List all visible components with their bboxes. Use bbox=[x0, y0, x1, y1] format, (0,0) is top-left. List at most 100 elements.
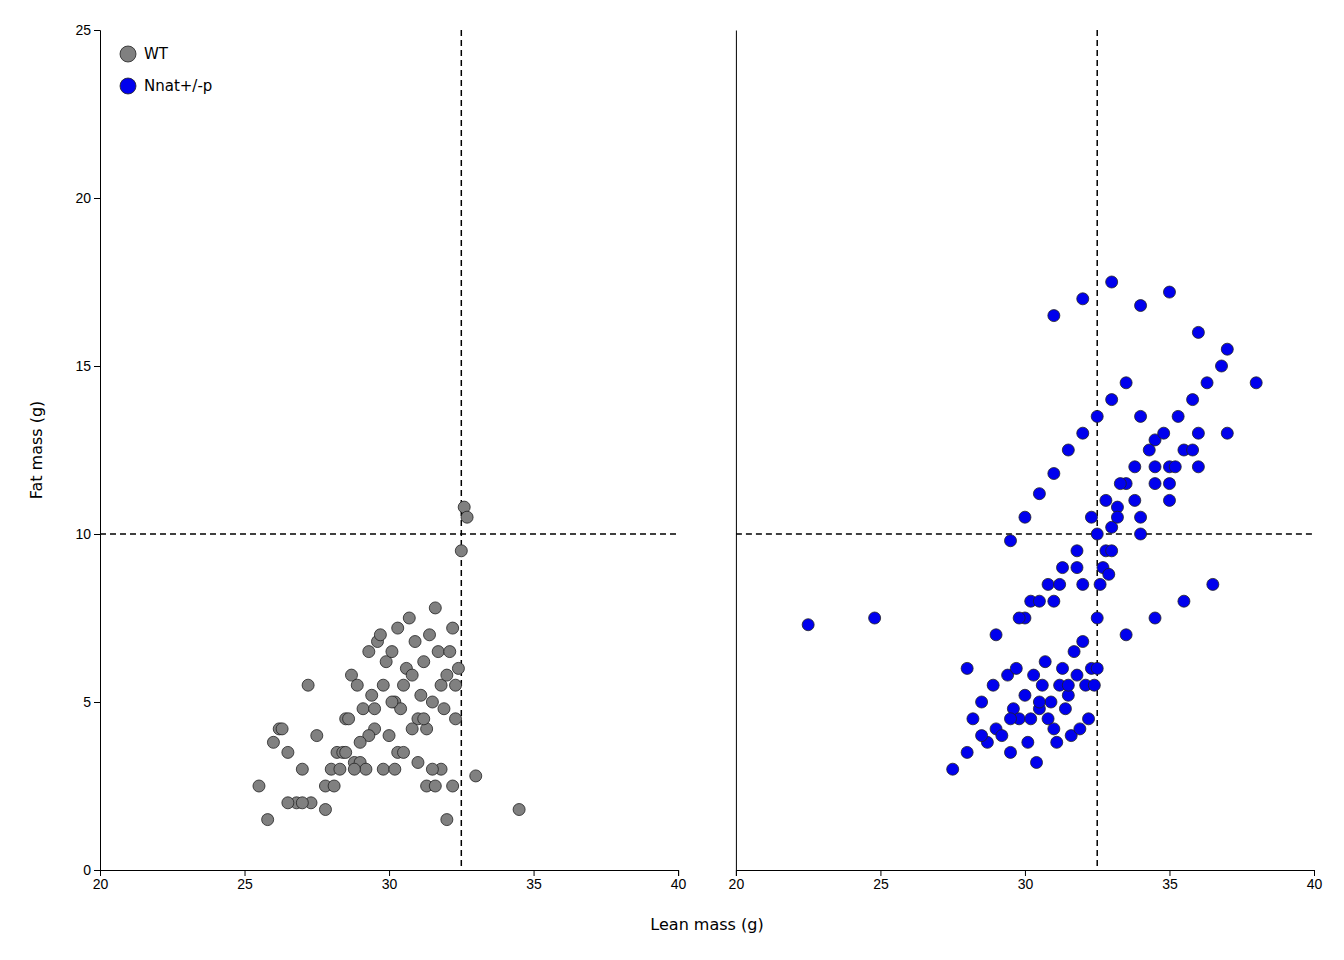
reference-line-h bbox=[736, 533, 1314, 535]
point bbox=[1059, 703, 1071, 715]
point bbox=[1135, 511, 1147, 523]
x-tick: 20 bbox=[93, 870, 109, 892]
x-tick: 30 bbox=[1018, 870, 1034, 892]
point bbox=[1106, 276, 1118, 288]
point bbox=[1068, 646, 1080, 658]
x-tick: 25 bbox=[873, 870, 889, 892]
point bbox=[302, 679, 314, 691]
point bbox=[1019, 511, 1031, 523]
point bbox=[418, 656, 430, 668]
y-tick: 15 bbox=[75, 358, 100, 374]
point bbox=[1057, 562, 1069, 574]
point bbox=[1071, 669, 1083, 681]
point bbox=[1250, 377, 1262, 389]
point bbox=[262, 814, 274, 826]
x-tick-label: 40 bbox=[1307, 876, 1323, 892]
x-tick-label: 20 bbox=[729, 876, 745, 892]
y-tick-mark bbox=[94, 702, 100, 703]
point bbox=[1010, 662, 1022, 674]
point bbox=[432, 646, 444, 658]
point bbox=[1033, 488, 1045, 500]
point bbox=[282, 797, 294, 809]
y-axis-title: Fat mass (g) bbox=[27, 401, 46, 500]
point bbox=[1048, 468, 1060, 480]
point bbox=[1135, 528, 1147, 540]
point bbox=[1163, 286, 1175, 298]
y-axis bbox=[736, 31, 737, 871]
x-tick: 40 bbox=[1307, 870, 1323, 892]
point bbox=[426, 763, 438, 775]
point bbox=[1077, 293, 1089, 305]
point bbox=[450, 713, 462, 725]
point bbox=[802, 619, 814, 631]
y-tick-label: 15 bbox=[75, 358, 91, 374]
point bbox=[450, 679, 462, 691]
x-tick-label: 20 bbox=[93, 876, 109, 892]
point bbox=[1129, 494, 1141, 506]
legend-item: Nnat+/-p bbox=[120, 77, 212, 95]
point bbox=[311, 730, 323, 742]
panel: 2025303540 bbox=[729, 30, 1323, 892]
point bbox=[412, 756, 424, 768]
point bbox=[976, 696, 988, 708]
point bbox=[1033, 595, 1045, 607]
point bbox=[1005, 535, 1017, 547]
reference-line-h bbox=[100, 533, 678, 535]
point bbox=[392, 622, 404, 634]
x-axis-title: Lean mass (g) bbox=[650, 915, 763, 934]
point bbox=[1057, 662, 1069, 674]
point bbox=[383, 730, 395, 742]
y-tick: 0 bbox=[83, 862, 100, 878]
point bbox=[1083, 713, 1095, 725]
point bbox=[987, 679, 999, 691]
point bbox=[1158, 427, 1170, 439]
point bbox=[1048, 595, 1060, 607]
point bbox=[1114, 478, 1126, 490]
point bbox=[1062, 679, 1074, 691]
point bbox=[470, 770, 482, 782]
x-tick: 35 bbox=[526, 870, 542, 892]
point bbox=[447, 780, 459, 792]
point bbox=[1071, 562, 1083, 574]
point bbox=[418, 713, 430, 725]
point bbox=[429, 602, 441, 614]
point bbox=[1163, 494, 1175, 506]
point bbox=[389, 763, 401, 775]
x-tick: 30 bbox=[382, 870, 398, 892]
point bbox=[296, 763, 308, 775]
point bbox=[1120, 629, 1132, 641]
point bbox=[267, 736, 279, 748]
y-tick: 25 bbox=[75, 22, 100, 38]
point bbox=[1192, 427, 1204, 439]
y-tick-mark bbox=[94, 870, 100, 871]
point bbox=[1106, 545, 1118, 557]
point bbox=[334, 763, 346, 775]
point bbox=[1085, 511, 1097, 523]
point bbox=[1106, 394, 1118, 406]
reference-line-v bbox=[1096, 30, 1098, 870]
point bbox=[441, 669, 453, 681]
legend-swatch bbox=[120, 46, 136, 62]
y-axis-line bbox=[94, 31, 101, 871]
x-axis: 2025303540 bbox=[729, 870, 1323, 892]
point bbox=[967, 713, 979, 725]
y-tick: 20 bbox=[75, 190, 100, 206]
point bbox=[1169, 461, 1181, 473]
point bbox=[429, 780, 441, 792]
point bbox=[319, 804, 331, 816]
point bbox=[424, 629, 436, 641]
point bbox=[1048, 723, 1060, 735]
x-tick-label: 25 bbox=[237, 876, 253, 892]
point bbox=[398, 746, 410, 758]
point bbox=[1187, 394, 1199, 406]
point bbox=[328, 780, 340, 792]
point bbox=[1201, 377, 1213, 389]
y-axis-line bbox=[736, 31, 737, 871]
point bbox=[348, 763, 360, 775]
point bbox=[1045, 696, 1057, 708]
point bbox=[1033, 696, 1045, 708]
point bbox=[1143, 444, 1155, 456]
point bbox=[1025, 713, 1037, 725]
point bbox=[377, 763, 389, 775]
y-tick-mark bbox=[94, 30, 100, 31]
